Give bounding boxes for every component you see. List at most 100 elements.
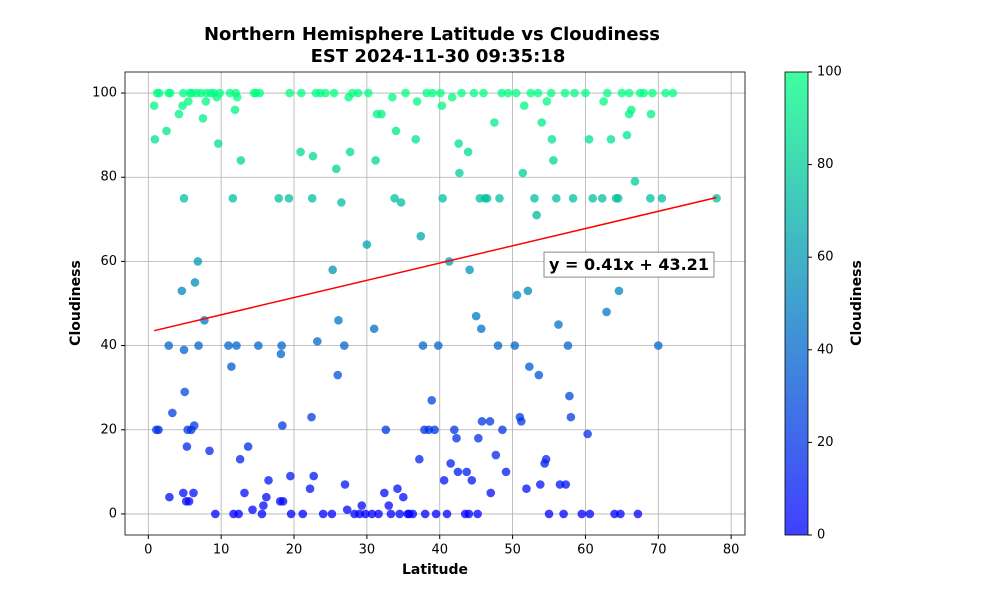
scatter-point: [357, 501, 367, 510]
x-tick-label: 70: [650, 543, 667, 558]
x-tick-label: 50: [504, 543, 521, 558]
scatter-point: [546, 88, 556, 98]
scatter-point: [329, 88, 339, 98]
scatter-point: [436, 88, 445, 98]
scatter-point: [577, 509, 587, 519]
scatter-point: [463, 147, 473, 157]
scatter-point: [201, 97, 211, 106]
scatter-point: [318, 509, 328, 519]
scatter-point: [439, 475, 449, 485]
scatter-point: [630, 177, 640, 186]
scatter-point: [371, 156, 380, 165]
scatter-point: [566, 412, 576, 422]
scatter-point: [465, 265, 474, 275]
scatter-point: [165, 492, 174, 502]
scatter-point: [193, 257, 203, 266]
scatter-point: [411, 135, 420, 144]
scatter-point: [469, 88, 479, 98]
scatter-point: [420, 509, 430, 519]
x-tick-label: 80: [723, 543, 740, 558]
scatter-point: [532, 210, 541, 220]
y-tick-label: 0: [109, 506, 117, 521]
scatter-point: [228, 193, 238, 203]
scatter-point: [633, 509, 643, 519]
scatter-point: [525, 362, 534, 371]
scatter-point: [570, 88, 579, 98]
scatter-point: [390, 193, 399, 203]
x-tick-label: 30: [359, 543, 376, 558]
scatter-point: [442, 509, 452, 519]
scatter-point: [362, 240, 372, 249]
scatter-point: [278, 421, 287, 430]
scatter-point: [431, 509, 441, 519]
scatter-point: [386, 509, 396, 519]
scatter-point: [482, 193, 492, 203]
scatter-point: [518, 168, 528, 178]
scatter-point: [178, 88, 188, 98]
scatter-point: [399, 492, 408, 502]
scatter-point: [178, 488, 188, 498]
scatter-point: [274, 193, 284, 203]
scatter-point: [584, 135, 594, 144]
scatter-point: [150, 135, 160, 144]
scatter-point: [668, 88, 678, 98]
scatter-point: [645, 193, 655, 203]
scatter-point: [486, 488, 496, 498]
scatter-point: [446, 459, 455, 468]
scatter-point: [654, 341, 663, 350]
scatter-point: [168, 408, 177, 418]
scatter-point: [613, 193, 623, 203]
scatter-point: [447, 92, 457, 102]
colorbar-label: Cloudiness: [849, 260, 865, 346]
scatter-point: [248, 505, 257, 515]
scatter-point: [189, 421, 199, 430]
scatter-point: [307, 412, 316, 422]
scatter-point: [452, 433, 461, 443]
scatter-point: [240, 488, 249, 498]
scatter-point: [184, 97, 193, 106]
scatter-point: [568, 193, 578, 203]
scatter-point: [627, 105, 636, 115]
scatter-point: [340, 480, 350, 489]
scatter-point: [603, 88, 612, 98]
scatter-point: [259, 501, 268, 510]
scatter-point: [497, 88, 506, 98]
scatter-point: [164, 341, 174, 350]
scatter-point: [277, 341, 286, 350]
scatter-point: [391, 126, 401, 136]
scatter-point: [493, 341, 503, 350]
scatter-point: [657, 193, 667, 203]
scatter-point: [328, 265, 337, 275]
scatter-point: [353, 88, 363, 98]
scatter-point: [495, 193, 504, 203]
scatter-point: [517, 417, 526, 426]
x-tick-label: 10: [213, 543, 230, 558]
scatter-point: [512, 290, 522, 300]
scatter-point: [254, 341, 263, 350]
scatter-point: [457, 88, 466, 98]
y-tick-label: 60: [100, 254, 117, 269]
scatter-point: [661, 88, 670, 98]
scatter-point: [614, 286, 624, 296]
scatter-point: [450, 425, 459, 435]
scatter-point: [597, 193, 607, 203]
y-tick-label: 40: [100, 338, 117, 353]
scatter-point: [286, 471, 295, 481]
scatter-point: [585, 509, 595, 519]
scatter-point: [377, 109, 386, 119]
scatter-point: [211, 509, 220, 519]
colorbar-tick-label: 100: [817, 65, 842, 80]
scatter-point: [624, 88, 634, 98]
scatter-point: [526, 88, 536, 98]
scatter-point: [522, 484, 531, 494]
scatter-point: [149, 101, 159, 110]
annotation: y = 0.41x + 43.21: [549, 255, 709, 274]
colorbar-tick-label: 0: [817, 528, 825, 543]
scatter-point: [473, 509, 482, 519]
scatter-point: [284, 193, 294, 203]
scatter-point: [467, 475, 477, 485]
scatter-point: [296, 147, 305, 157]
scatter-point: [581, 88, 590, 98]
scatter-point: [297, 88, 306, 98]
y-tick-label: 100: [92, 86, 117, 101]
